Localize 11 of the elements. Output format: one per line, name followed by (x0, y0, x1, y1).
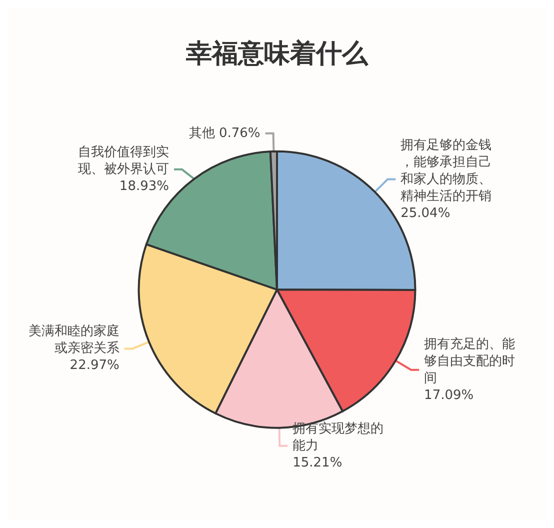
slice-label: 其他 0.76% (188, 126, 260, 141)
data-label: 17.09% (424, 388, 474, 403)
chart-title: 幸福意味着什么 (185, 39, 369, 69)
slice-label: 美满和睦的家庭或亲密关系 (28, 323, 120, 356)
data-label: 25.04% (400, 206, 450, 221)
slice-label: 拥有充足的、能够自由支配的时间 (424, 336, 516, 386)
slice-label: 自我价值得到实现、被外界认可 (78, 144, 169, 177)
data-label: 18.93% (119, 178, 169, 194)
data-label: 15.21% (292, 455, 342, 470)
slice-label: 拥有足够的金钱，能够承担自己和家人的物质、精神生活的开销 (400, 138, 492, 204)
data-label: 22.97% (70, 358, 120, 374)
